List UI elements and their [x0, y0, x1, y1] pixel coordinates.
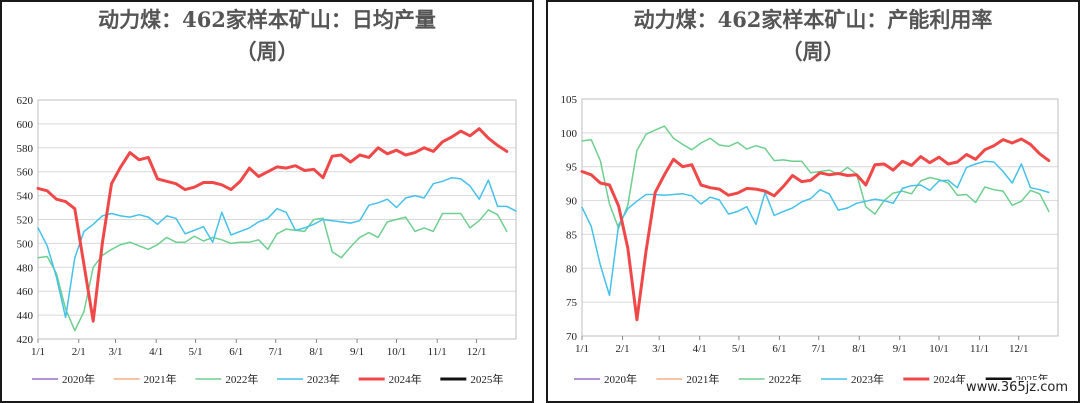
y-tick-label: 100 — [561, 128, 578, 140]
legend-label: 2022年 — [769, 372, 802, 386]
x-tick-label: 1/1 — [31, 346, 45, 358]
y-tick-label: 420 — [17, 334, 34, 346]
y-tick-label: 440 — [17, 310, 34, 322]
x-tick-label: 4/1 — [693, 343, 707, 355]
x-tick-label: 9/1 — [893, 343, 907, 355]
series-line — [581, 125, 1050, 230]
x-tick-label: 12/1 — [1009, 343, 1029, 355]
chart-title: 动力煤：462家样本矿山：日均产量 （周） — [2, 6, 532, 66]
series-group — [36, 127, 517, 332]
series-line — [580, 137, 1051, 322]
x-tick-label: 6/1 — [772, 343, 786, 355]
x-tick-label: 2/1 — [616, 343, 630, 355]
y-tick-label: 560 — [17, 167, 34, 179]
grid — [581, 98, 1059, 337]
x-tick-label: 4/1 — [149, 346, 163, 358]
x-tick-label: 2/1 — [72, 346, 86, 358]
legend-label: 2020年 — [62, 372, 95, 386]
series-line — [36, 127, 509, 323]
legend-label: 2024年 — [389, 372, 422, 386]
watermark: www.365jz.com — [964, 380, 1070, 395]
chart-title-text: 动力煤：462家样本矿山：产能利用率 — [633, 7, 993, 32]
x-tick-label: 3/1 — [108, 346, 122, 358]
y-tick-label: 520 — [17, 215, 34, 227]
x-tick-label: 12/1 — [467, 346, 487, 358]
y-axis: 420 440 460 480 500 520 540 560 580 600 620 — [17, 95, 34, 346]
y-tick-label: 580 — [17, 143, 34, 155]
y-tick-label: 90 — [566, 196, 578, 208]
x-tick-label: 5/1 — [732, 343, 746, 355]
series-group — [580, 125, 1051, 322]
chart-subtitle: （周） — [235, 39, 299, 64]
x-tick-label: 7/1 — [269, 346, 283, 358]
plot-frame — [37, 99, 517, 340]
line-chart-production: 420 440 460 480 500 520 540 560 580 600 620 1/1 2/1 3… — [17, 95, 517, 386]
x-tick-label: 1/1 — [575, 343, 589, 355]
legend-label: 2024年 — [933, 372, 966, 386]
y-tick-label: 105 — [561, 94, 578, 106]
legend-label: 2022年 — [225, 372, 258, 386]
y-tick-label: 460 — [17, 286, 34, 298]
y-tick-label: 75 — [566, 297, 578, 309]
x-tick-label: 7/1 — [812, 343, 826, 355]
y-tick-label: 500 — [17, 238, 34, 250]
legend: 2020年 2021年 2022年 2023年 2024年 2025年 — [32, 372, 503, 386]
chart-panel-utilization: 动力煤：462家样本矿山：产能利用率 （周） 70 75 80 85 90 95 100 10… — [546, 0, 1080, 403]
x-tick-label: 9/1 — [350, 346, 364, 358]
y-tick-label: 620 — [17, 95, 34, 107]
x-tick-label: 8/1 — [852, 343, 866, 355]
x-tick-label: 11/1 — [428, 346, 447, 358]
legend-label: 2021年 — [144, 372, 177, 386]
series-line — [581, 160, 1050, 297]
x-tick-label: 6/1 — [229, 346, 243, 358]
chart-title-text: 动力煤：462家样本矿山：日均产量 — [98, 7, 436, 32]
series-line — [37, 176, 517, 319]
legend-label: 2020年 — [604, 372, 637, 386]
y-tick-label: 480 — [17, 262, 34, 274]
legend-label: 2025年 — [470, 372, 503, 386]
y-axis: 70 75 80 85 90 95 100 105 — [561, 94, 578, 343]
y-tick-label: 600 — [17, 119, 34, 131]
chart-title: 动力煤：462家样本矿山：产能利用率 （周） — [548, 6, 1078, 66]
y-tick-label: 70 — [566, 331, 578, 343]
chart-subtitle: （周） — [781, 39, 845, 64]
x-tick-label: 11/1 — [970, 343, 989, 355]
x-tick-label: 10/1 — [387, 346, 407, 358]
plot-frame — [581, 98, 1059, 337]
x-tick-label: 3/1 — [652, 343, 666, 355]
x-axis: 1/1 2/1 3/1 4/1 5/1 6/1 7/1 8/1 9/1 10/1 11/1 12/1 — [575, 336, 1029, 355]
legend-label: 2023年 — [307, 372, 340, 386]
series-line — [37, 209, 508, 332]
y-tick-label: 85 — [566, 229, 578, 241]
x-tick-label: 8/1 — [309, 346, 323, 358]
x-tick-label: 5/1 — [189, 346, 203, 358]
y-tick-label: 95 — [566, 162, 578, 174]
x-axis: 1/1 2/1 3/1 4/1 5/1 6/1 7/1 8/1 9/1 10/1 11/1 12/1 — [31, 339, 486, 358]
y-tick-label: 80 — [566, 263, 578, 275]
x-tick-label: 10/1 — [929, 343, 949, 355]
line-chart-utilization: 70 75 80 85 90 95 100 105 1/1 2/1 3/1 4/1 5/1 6/1 7/1 8… — [561, 94, 1059, 386]
legend-label: 2021年 — [686, 372, 719, 386]
legend-label: 2023年 — [851, 372, 884, 386]
y-tick-label: 540 — [17, 191, 34, 203]
chart-panel-production: 动力煤：462家样本矿山：日均产量 （周） 420 440 460 480 500 520… — [0, 0, 534, 403]
grid — [37, 99, 517, 340]
